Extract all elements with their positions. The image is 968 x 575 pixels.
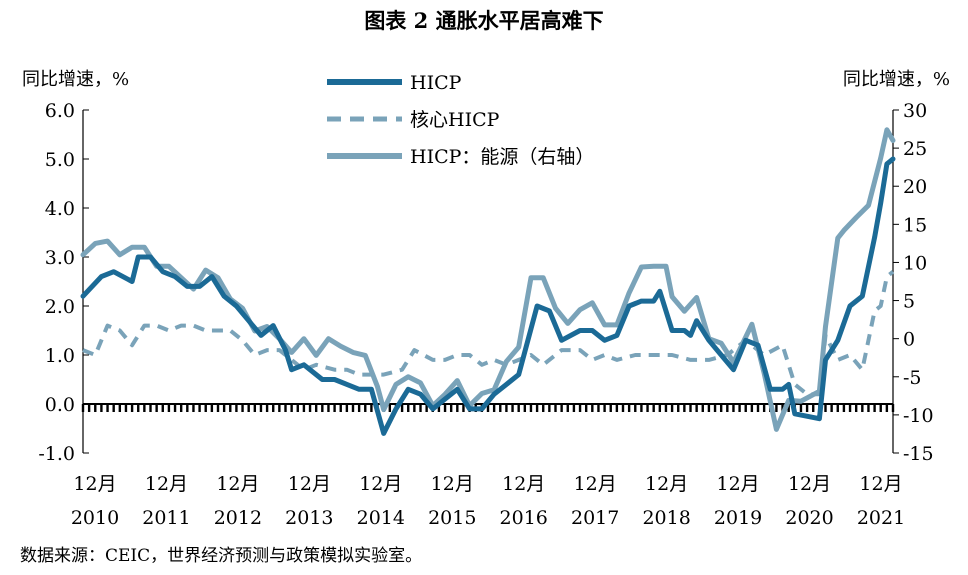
x-tick-month: 12月	[145, 473, 188, 495]
series-line-1	[82, 270, 895, 397]
plot-area	[80, 127, 896, 436]
left-axis-title: 同比增速，%	[22, 69, 129, 90]
x-tick-year: 2018	[642, 507, 690, 529]
x-tick-month: 12月	[502, 473, 545, 495]
x-tick-year: 2017	[571, 507, 619, 529]
left-tick-label: 5.0	[45, 149, 75, 171]
x-tick-month: 12月	[645, 473, 688, 495]
left-tick-label: 6.0	[45, 100, 75, 122]
right-axis-title: 同比增速，%	[843, 69, 950, 90]
x-tick-year: 2015	[428, 507, 476, 529]
left-tick-label: -1.0	[38, 443, 75, 465]
x-tick-month: 12月	[859, 473, 902, 495]
legend-label: HICP：能源（右轴）	[410, 146, 594, 168]
right-tick-label: 30	[903, 100, 927, 122]
left-tick-label: 2.0	[45, 296, 75, 318]
x-tick-month: 12月	[788, 473, 831, 495]
source-note: 数据来源：CEIC，世界经济预测与政策模拟实验室。	[20, 546, 422, 566]
chart-title: 图表 2 通胀水平居高难下	[364, 8, 603, 33]
right-tick-label: 20	[903, 176, 927, 198]
x-tick-year: 2010	[71, 507, 119, 529]
right-tick-label: 25	[903, 138, 927, 160]
x-tick-year: 2011	[142, 507, 190, 529]
series-line-2	[80, 127, 896, 432]
right-tick-label: -5	[903, 367, 922, 389]
right-tick-label: 5	[903, 291, 915, 313]
x-tick-month: 12月	[431, 473, 474, 495]
x-tick-year: 2012	[214, 507, 262, 529]
series-line-0	[80, 156, 896, 436]
x-tick-year: 2013	[285, 507, 333, 529]
x-tick-month: 12月	[216, 473, 259, 495]
x-tick-month: 12月	[716, 473, 759, 495]
axes: 6.05.04.03.02.01.00.0-1.0302520151050-5-…	[38, 100, 933, 529]
x-tick-year: 2016	[500, 507, 548, 529]
left-tick-label: 0.0	[45, 394, 75, 416]
left-tick-label: 3.0	[45, 247, 75, 269]
x-tick-month: 12月	[73, 473, 116, 495]
x-tick-year: 2021	[857, 507, 905, 529]
legend: HICP 核心HICP HICP：能源（右轴）	[327, 72, 594, 168]
right-tick-label: -15	[903, 443, 934, 465]
left-tick-label: 4.0	[45, 198, 75, 220]
x-tick-year: 2020	[785, 507, 833, 529]
x-tick-month: 12月	[574, 473, 617, 495]
x-tick-month: 12月	[288, 473, 331, 495]
right-tick-label: -10	[903, 405, 934, 427]
right-tick-label: 15	[903, 214, 927, 236]
left-tick-label: 1.0	[45, 345, 75, 367]
legend-label: HICP	[410, 72, 462, 94]
right-tick-label: 10	[903, 252, 927, 274]
right-tick-label: 0	[903, 329, 915, 351]
x-tick-year: 2014	[357, 507, 405, 529]
x-tick-month: 12月	[359, 473, 402, 495]
x-tick-year: 2019	[714, 507, 762, 529]
legend-label: 核心HICP	[410, 109, 500, 131]
